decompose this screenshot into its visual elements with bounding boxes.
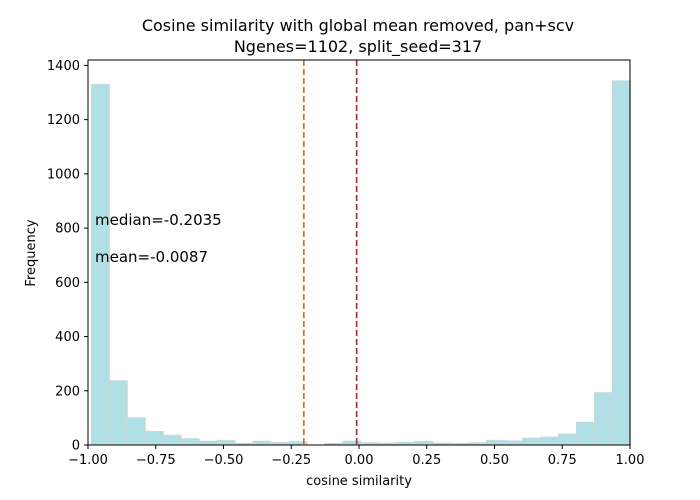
histogram-bar: [540, 436, 560, 446]
y-tick-label: 400: [55, 330, 80, 345]
histogram-bar: [611, 80, 631, 446]
y-tick-label: 0: [72, 439, 80, 454]
histogram-bar: [162, 434, 182, 446]
x-tick-label: 0.75: [548, 453, 577, 468]
histogram-bars: [90, 80, 631, 446]
histogram-bar: [414, 440, 434, 446]
histogram-bar: [504, 440, 524, 446]
histogram-bar: [216, 439, 236, 446]
y-axis-label: Frequency: [24, 219, 39, 286]
chart-title-line2: Ngenes=1102, split_seed=317: [234, 37, 482, 57]
histogram-bar: [126, 417, 146, 446]
histogram-bar: [593, 392, 613, 446]
histogram-bar: [522, 437, 542, 446]
x-tick-label: −0.50: [204, 453, 244, 468]
y-axis-ticks: 0 200 400 600 800 1000 1200 1400: [47, 59, 88, 454]
y-tick-label: 1000: [47, 167, 80, 182]
y-tick-label: 1400: [47, 59, 80, 74]
y-tick-label: 200: [55, 384, 80, 399]
histogram-bar: [575, 421, 595, 446]
x-tick-label: −0.75: [136, 453, 176, 468]
y-tick-label: 1200: [47, 113, 80, 128]
x-axis-ticks: −1.00 −0.75 −0.50 −0.25 0.00 0.25 0.50 0.75 1.00: [68, 445, 644, 468]
histogram-bar: [144, 430, 164, 446]
x-tick-label: 0.00: [345, 453, 374, 468]
y-tick-label: 800: [55, 222, 80, 237]
x-tick-label: 1.00: [616, 453, 645, 468]
histogram-bar: [180, 438, 200, 446]
median-annotation: median=-0.2035: [95, 211, 222, 229]
histogram-bar: [486, 439, 506, 446]
histogram-bar: [252, 440, 272, 446]
x-axis-label: cosine similarity: [306, 474, 412, 489]
x-tick-label: −0.25: [271, 453, 311, 468]
mean-annotation: mean=-0.0087: [95, 248, 208, 266]
histogram-bar: [558, 433, 577, 446]
x-tick-label: 0.50: [480, 453, 509, 468]
histogram-bar: [108, 380, 128, 446]
histogram-bar: [198, 440, 218, 446]
histogram-bar: [342, 440, 362, 446]
reference-lines: [303, 60, 358, 445]
chart-title-line1: Cosine similarity with global mean remov…: [142, 16, 574, 35]
x-tick-label: 0.25: [412, 453, 441, 468]
x-tick-label: −1.00: [68, 453, 108, 468]
y-tick-label: 600: [55, 276, 80, 291]
